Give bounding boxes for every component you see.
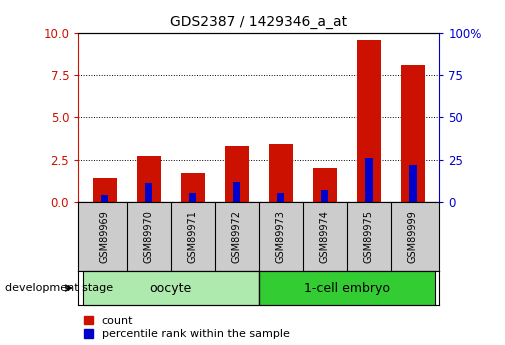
Text: oocyte: oocyte bbox=[149, 282, 192, 295]
Text: GSM89999: GSM89999 bbox=[408, 210, 418, 263]
Bar bbox=[321, 190, 328, 202]
Bar bbox=[269, 144, 293, 202]
Bar bbox=[92, 178, 117, 202]
Text: GSM89969: GSM89969 bbox=[99, 210, 110, 263]
Text: GSM89972: GSM89972 bbox=[232, 210, 242, 263]
Text: GSM89975: GSM89975 bbox=[364, 210, 374, 263]
Bar bbox=[365, 158, 373, 202]
Bar bbox=[409, 165, 417, 202]
Text: GSM89973: GSM89973 bbox=[276, 210, 286, 263]
Bar bbox=[137, 156, 161, 202]
Bar bbox=[401, 65, 425, 202]
Bar bbox=[181, 173, 205, 202]
Bar bbox=[313, 168, 337, 202]
Bar bbox=[277, 193, 284, 202]
Text: GSM89970: GSM89970 bbox=[144, 210, 154, 263]
Text: GSM89974: GSM89974 bbox=[320, 210, 330, 263]
Bar bbox=[189, 193, 196, 202]
Bar bbox=[259, 271, 435, 305]
Title: GDS2387 / 1429346_a_at: GDS2387 / 1429346_a_at bbox=[170, 15, 347, 29]
Bar bbox=[145, 183, 153, 202]
Text: development stage: development stage bbox=[5, 283, 113, 293]
Legend: count, percentile rank within the sample: count, percentile rank within the sample bbox=[84, 316, 289, 339]
Bar bbox=[101, 195, 109, 202]
Bar bbox=[357, 40, 381, 202]
Bar bbox=[225, 146, 249, 202]
Bar bbox=[83, 271, 259, 305]
Bar bbox=[233, 181, 240, 202]
Text: 1-cell embryo: 1-cell embryo bbox=[304, 282, 390, 295]
Text: GSM89971: GSM89971 bbox=[188, 210, 198, 263]
